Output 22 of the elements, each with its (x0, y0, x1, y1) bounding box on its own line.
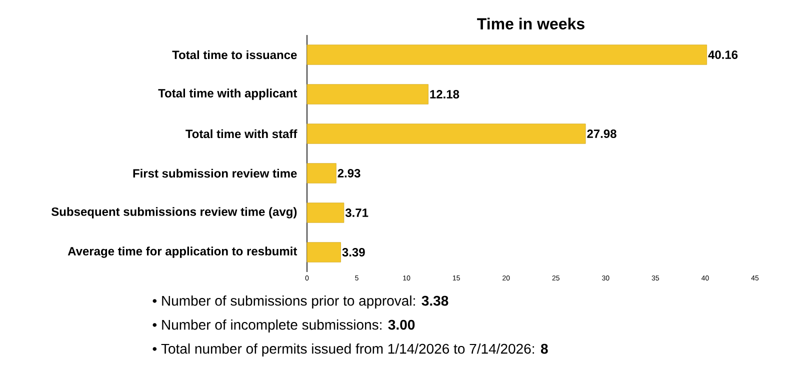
text: • Total number of permits issued from 1/14/2026 to 7/14/2026: 8 (152, 343, 548, 357)
bar (306, 163, 336, 184)
data-label: 3.71 (345, 208, 368, 218)
data-label: 27.98 (587, 130, 616, 138)
y-tick-label: Average time for application to resbumit (68, 246, 298, 258)
y-tick-label: Total time to issuance (172, 50, 297, 60)
chart-title: Time in weeks (477, 18, 584, 30)
bar (306, 44, 708, 65)
bar (306, 202, 344, 223)
y-tick-label: First submission review time (133, 168, 297, 178)
y-tick-label: Subsequent submissions review time (avg) (51, 207, 297, 218)
y-tick-label: Total time with applicant (158, 88, 298, 100)
bar (306, 84, 428, 104)
data-label: 40.16 (708, 50, 738, 59)
bar (306, 124, 586, 144)
y-tick-label: Total time with staff (186, 129, 298, 138)
text: • Number of incomplete submissions: 3.00 (152, 319, 415, 333)
data-label: 3.39 (342, 248, 365, 257)
bar (306, 242, 341, 262)
data-label: 12.18 (430, 90, 460, 98)
data-label: 2.93 (338, 168, 360, 178)
text: • Number of submissions prior to approval: 3.38 (152, 295, 448, 309)
